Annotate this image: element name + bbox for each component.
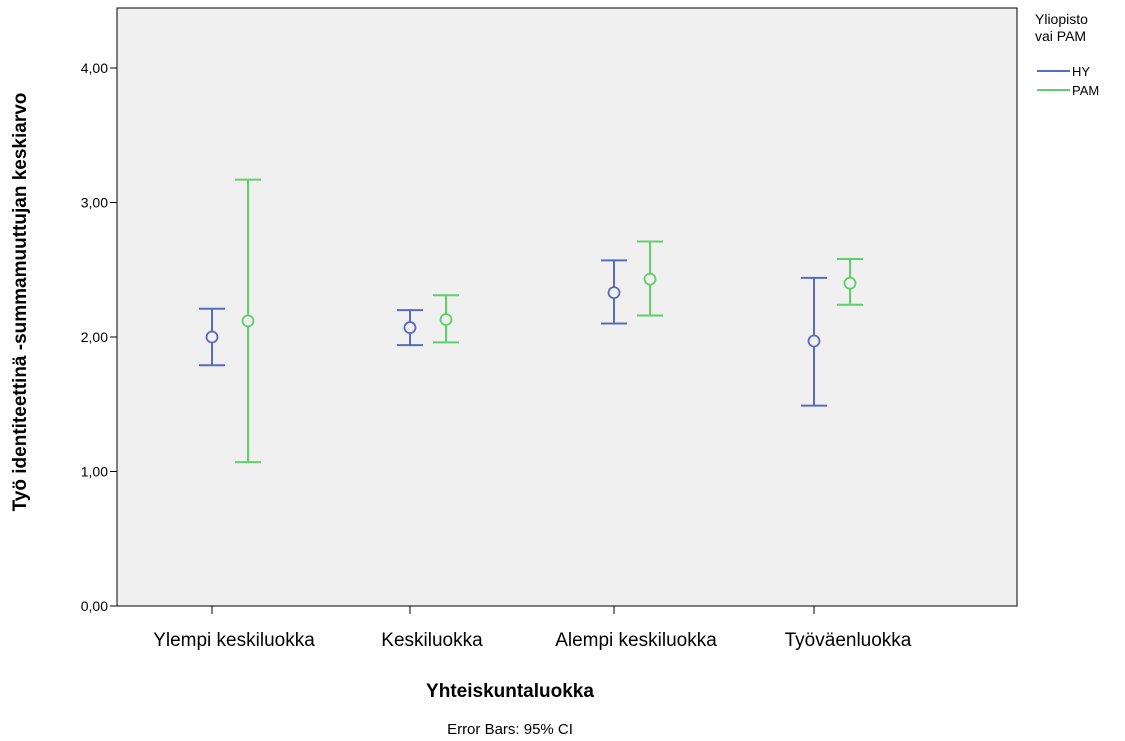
x-axis: Ylempi keskiluokka Keskiluokka Alempi kesk… [153, 606, 912, 651]
x-tick-label: Keskiluokka [381, 630, 483, 651]
series-marks [199, 178, 863, 464]
y-axis-title: Työ identiteettinä -summamuuttujan keski… [10, 93, 31, 512]
legend-label-hy: HY [1072, 64, 1090, 79]
legend-title-line-1: Yliopisto [1035, 11, 1088, 27]
mean-marker [241, 314, 255, 328]
mean-marker [807, 334, 821, 348]
y-tick-label: 4,00 [81, 60, 108, 76]
mean-marker [643, 272, 657, 286]
y-axis: 0,00 1,00 2,00 3,00 4,00 [81, 60, 117, 614]
mean-marker [439, 313, 453, 326]
legend-label-pam: PAM [1072, 83, 1099, 98]
x-tick-label: Ylempi keskiluokka [153, 630, 315, 651]
y-tick-label: 2,00 [81, 329, 108, 345]
y-tick-label: 0,00 [81, 598, 108, 614]
mean-marker [607, 286, 621, 300]
x-axis-title: Yhteiskuntaluokka [426, 681, 594, 702]
error-bars-footnote: Error Bars: 95% CI [447, 721, 573, 738]
x-tick-label: Työväenluokka [785, 630, 912, 651]
y-tick-label: 3,00 [81, 195, 108, 211]
series-hy [199, 259, 827, 407]
legend: Yliopisto vai PAM HY PAM [1035, 11, 1099, 98]
legend-title-line-2: vai PAM [1035, 28, 1086, 44]
y-tick-label: 1,00 [81, 464, 108, 480]
mean-marker [843, 276, 857, 290]
mean-marker [205, 330, 219, 344]
x-tick-label: Alempi keskiluokka [555, 630, 717, 651]
plot-area [116, 7, 1018, 607]
mean-marker [403, 321, 417, 334]
series-pam [235, 178, 863, 464]
